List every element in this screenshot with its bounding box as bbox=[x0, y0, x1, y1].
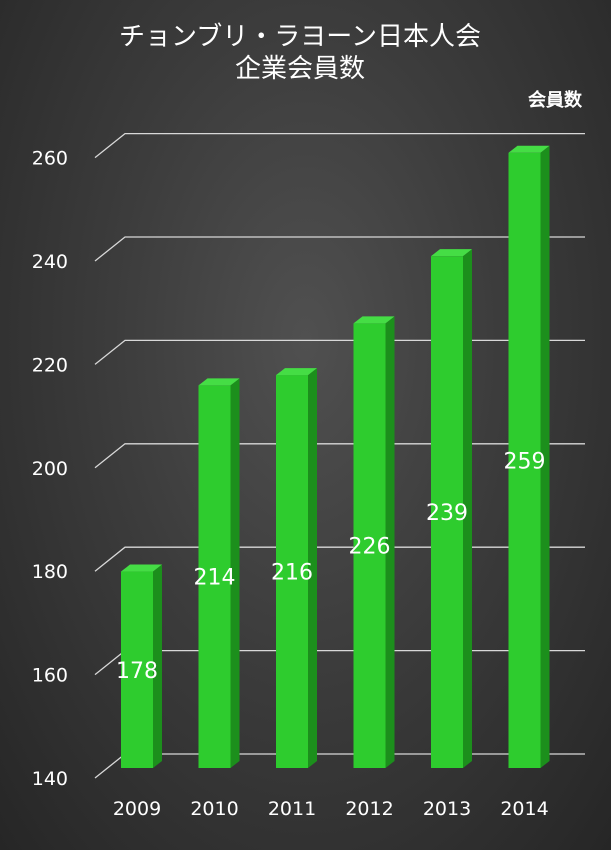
bar-top bbox=[121, 564, 162, 572]
bar-side bbox=[153, 564, 162, 768]
gridline bbox=[94, 236, 585, 262]
data-label: 239 bbox=[426, 501, 468, 526]
bar-side bbox=[385, 316, 395, 768]
chart-title: チョンブリ・ラヨーン日本人会 bbox=[119, 22, 481, 52]
y-tick-label: 180 bbox=[32, 561, 68, 583]
y-tick-label: 260 bbox=[32, 148, 68, 170]
bar-side bbox=[230, 378, 240, 768]
data-label: 259 bbox=[504, 449, 546, 474]
data-label: 226 bbox=[349, 535, 391, 560]
chart-subtitle: 企業会員数 bbox=[234, 54, 365, 84]
y-tick-label: 160 bbox=[32, 665, 68, 687]
y-tick-label: 140 bbox=[32, 768, 68, 790]
bar-top bbox=[508, 145, 550, 153]
bar bbox=[198, 385, 231, 768]
gridline bbox=[94, 132, 585, 159]
bar-top bbox=[431, 249, 472, 257]
data-label: 214 bbox=[194, 566, 236, 591]
x-tick-label: 2009 bbox=[113, 798, 161, 820]
bar bbox=[353, 323, 386, 768]
x-tick-label: 2013 bbox=[423, 798, 471, 820]
bar-top bbox=[198, 378, 240, 386]
data-label: 216 bbox=[271, 561, 313, 586]
data-label: 178 bbox=[116, 659, 158, 684]
y-tick-label: 240 bbox=[32, 251, 68, 273]
bar bbox=[276, 375, 308, 768]
y-tick-label: 220 bbox=[32, 354, 68, 376]
bar bbox=[508, 152, 541, 768]
x-tick-label: 2010 bbox=[190, 798, 238, 820]
bar-side bbox=[308, 368, 317, 768]
y-tick-label: 200 bbox=[32, 458, 68, 480]
bar-side bbox=[540, 145, 550, 768]
bar-top bbox=[353, 316, 395, 324]
bar-side bbox=[463, 249, 472, 769]
x-tick-label: 2012 bbox=[345, 798, 393, 820]
x-tick-label: 2011 bbox=[268, 798, 316, 820]
bar-top bbox=[276, 368, 317, 376]
bar bbox=[431, 256, 463, 768]
y-axis-unit-label: 会員数 bbox=[528, 90, 582, 111]
bar bbox=[121, 571, 153, 768]
x-tick-label: 2014 bbox=[500, 798, 548, 820]
